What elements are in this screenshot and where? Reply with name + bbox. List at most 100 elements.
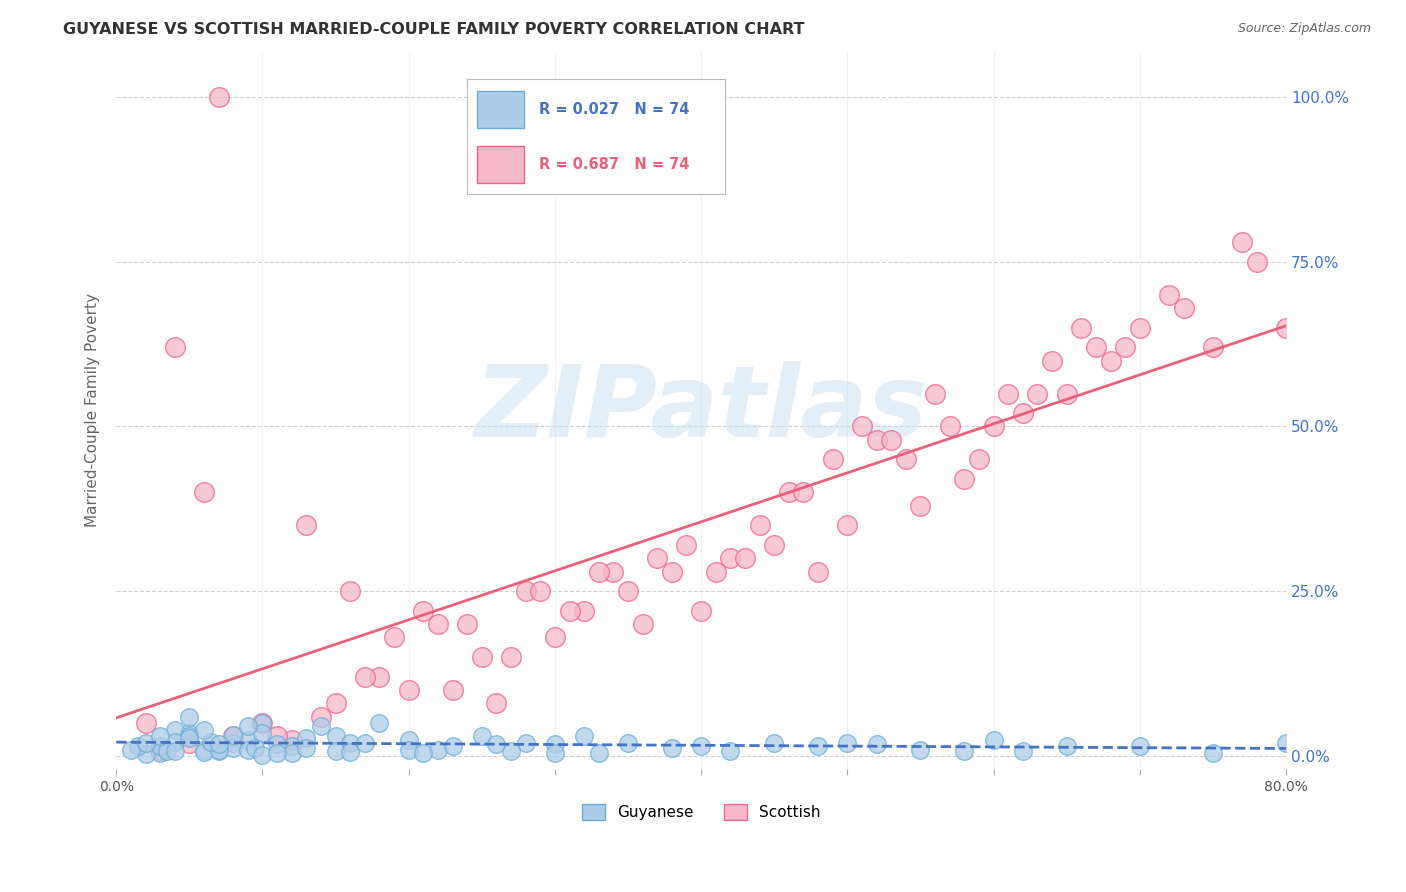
Point	[1129, 320, 1152, 334]
Point	[368, 716, 391, 731]
Point	[1056, 739, 1078, 754]
Point	[339, 745, 361, 759]
Point	[1040, 353, 1063, 368]
Point	[252, 716, 274, 731]
Point	[1173, 301, 1195, 315]
Point	[1011, 406, 1033, 420]
Point	[837, 518, 859, 533]
Point	[398, 742, 420, 756]
Point	[412, 604, 434, 618]
Point	[266, 747, 288, 761]
Point	[544, 746, 567, 760]
Point	[734, 551, 756, 566]
Point	[252, 726, 274, 740]
Point	[602, 565, 624, 579]
Point	[807, 565, 830, 579]
Point	[193, 745, 215, 759]
Point	[163, 723, 186, 737]
Point	[997, 386, 1019, 401]
Point	[690, 739, 713, 754]
Point	[471, 650, 494, 665]
Point	[763, 538, 786, 552]
Point	[134, 716, 156, 731]
Point	[149, 742, 172, 756]
Point	[193, 485, 215, 500]
Point	[572, 729, 595, 743]
Point	[149, 729, 172, 743]
Point	[983, 419, 1005, 434]
Point	[441, 683, 464, 698]
Point	[1202, 746, 1225, 760]
Point	[631, 617, 654, 632]
Point	[704, 565, 727, 579]
Text: ZIPatlas: ZIPatlas	[475, 361, 928, 458]
Point	[1011, 744, 1033, 758]
Point	[1157, 287, 1180, 301]
Point	[325, 744, 347, 758]
Point	[236, 732, 259, 747]
Point	[588, 565, 610, 579]
Point	[953, 744, 976, 758]
Point	[222, 729, 245, 743]
Point	[880, 433, 903, 447]
Point	[339, 736, 361, 750]
Point	[675, 538, 697, 552]
Y-axis label: Married-Couple Family Poverty: Married-Couple Family Poverty	[86, 293, 100, 527]
Point	[617, 584, 640, 599]
Text: GUYANESE VS SCOTTISH MARRIED-COUPLE FAMILY POVERTY CORRELATION CHART: GUYANESE VS SCOTTISH MARRIED-COUPLE FAMI…	[63, 22, 804, 37]
Point	[179, 726, 201, 740]
Point	[163, 340, 186, 354]
Point	[690, 604, 713, 618]
Point	[163, 744, 186, 758]
Point	[953, 472, 976, 486]
Point	[280, 746, 302, 760]
Point	[837, 736, 859, 750]
Point	[207, 744, 229, 758]
Point	[179, 709, 201, 723]
Point	[179, 729, 201, 743]
Point	[426, 617, 449, 632]
Point	[1099, 353, 1122, 368]
Point	[353, 670, 375, 684]
Point	[821, 452, 844, 467]
Point	[149, 746, 172, 760]
Point	[1246, 254, 1268, 268]
Point	[471, 729, 494, 743]
Point	[236, 743, 259, 757]
Point	[309, 719, 332, 733]
Point	[252, 716, 274, 731]
Point	[645, 551, 668, 566]
Point	[718, 744, 741, 758]
Point	[485, 697, 508, 711]
Point	[778, 485, 800, 500]
Point	[661, 741, 683, 756]
Point	[266, 729, 288, 743]
Point	[382, 631, 405, 645]
Point	[558, 604, 581, 618]
Point	[222, 728, 245, 742]
Point	[1230, 235, 1253, 249]
Point	[938, 419, 960, 434]
Point	[617, 736, 640, 750]
Point	[1084, 340, 1107, 354]
Point	[193, 742, 215, 756]
Point	[207, 90, 229, 104]
Point	[1275, 736, 1298, 750]
Point	[266, 737, 288, 751]
Point	[339, 584, 361, 599]
Point	[200, 734, 222, 748]
Point	[222, 736, 245, 750]
Point	[865, 433, 887, 447]
Point	[193, 723, 215, 737]
Point	[807, 739, 830, 754]
Text: Source: ZipAtlas.com: Source: ZipAtlas.com	[1237, 22, 1371, 36]
Point	[588, 746, 610, 760]
Point	[325, 729, 347, 743]
Point	[179, 731, 201, 745]
Point	[763, 736, 786, 750]
Point	[163, 734, 186, 748]
Point	[1129, 739, 1152, 754]
Point	[127, 739, 149, 754]
Point	[792, 485, 814, 500]
Point	[1070, 320, 1092, 334]
